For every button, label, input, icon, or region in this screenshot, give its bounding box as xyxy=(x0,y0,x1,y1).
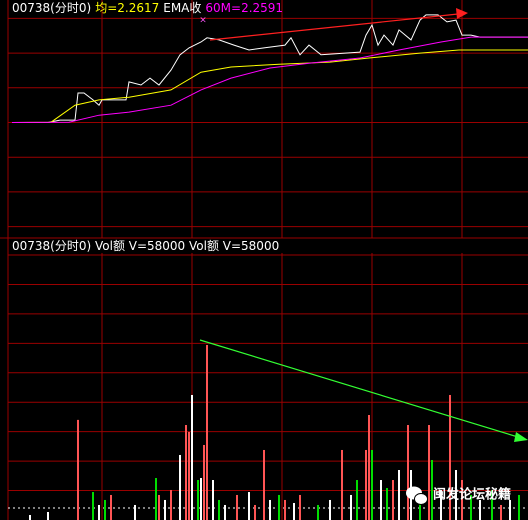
volume-bar xyxy=(407,425,409,520)
volume-bar xyxy=(293,502,295,520)
volume-bar xyxy=(371,449,373,520)
volume-bar xyxy=(518,494,520,520)
volume-bar xyxy=(155,478,157,520)
volume-bar xyxy=(47,511,49,520)
volume-bar xyxy=(197,480,199,520)
volume-bar xyxy=(392,480,394,520)
header-text: EMA收 xyxy=(163,1,201,15)
volume-bar xyxy=(206,344,208,520)
volume-bar xyxy=(263,449,265,520)
marks xyxy=(8,0,528,520)
watermark-icon xyxy=(414,493,428,505)
header-text: 00738(分时0) Vol额 V=58000 Vol额 V=58000 xyxy=(12,239,279,253)
volume-bar xyxy=(365,449,367,520)
panel-header: 00738(分时0) Vol额 V=58000 Vol额 V=58000 xyxy=(12,239,279,253)
volume-bar xyxy=(158,494,160,520)
volume-bar xyxy=(356,480,358,520)
volume-bar xyxy=(449,394,451,520)
volume-bar xyxy=(224,504,226,520)
volume-bar xyxy=(491,490,493,520)
volume-bar xyxy=(329,499,331,520)
volume-bar xyxy=(278,494,280,520)
volume-bar xyxy=(509,499,511,520)
volume-bar xyxy=(200,478,202,520)
volume-bar xyxy=(299,494,301,520)
header-text: 60M=2.2591 xyxy=(205,1,283,15)
volume-bar xyxy=(428,425,430,520)
volume-bar xyxy=(29,514,31,520)
volume-bar xyxy=(455,470,457,520)
volume-bar xyxy=(77,419,79,520)
volume-bar xyxy=(317,504,319,520)
watermark-text: 闽发论坛秘籍 xyxy=(433,487,511,503)
volume-bar xyxy=(470,494,472,520)
header-text: 均=2.2617 xyxy=(95,1,159,15)
trend-line xyxy=(209,13,459,41)
volume-bar xyxy=(92,492,94,520)
volume-bar xyxy=(98,504,100,520)
price-line xyxy=(11,36,528,123)
volume-bar xyxy=(104,499,106,520)
watermark: 闽发论坛秘籍 xyxy=(406,486,511,505)
volume-bar xyxy=(218,499,220,520)
price-line xyxy=(11,49,528,123)
volume-bar xyxy=(341,449,343,520)
trend-arrow xyxy=(456,8,468,19)
volume-bar xyxy=(398,470,400,520)
volume-bar xyxy=(431,459,433,520)
price-line xyxy=(12,14,528,123)
volume-bar xyxy=(179,454,181,520)
panel-header: 00738(分时0) 均=2.2617 EMA收 60M=2.2591 xyxy=(12,1,283,15)
volume-bar xyxy=(236,494,238,520)
volume-bar xyxy=(110,494,112,520)
volume-bar xyxy=(164,499,166,520)
volume-bar xyxy=(191,394,193,520)
trend-arrow xyxy=(514,432,528,442)
volume-bar xyxy=(185,425,187,520)
volume-bar xyxy=(500,504,502,520)
volume-bar xyxy=(419,494,421,520)
volume-bar xyxy=(269,499,271,520)
volume-bar xyxy=(248,492,250,520)
cross-marker: × xyxy=(199,16,207,26)
volume-bar xyxy=(350,494,352,520)
volume-bar xyxy=(254,504,256,520)
volume-bar xyxy=(134,504,136,520)
volume-bar xyxy=(212,480,214,520)
volume-bar xyxy=(188,432,190,520)
volume-bar xyxy=(380,480,382,520)
volume-bar xyxy=(170,489,172,520)
volume-bar xyxy=(284,499,286,520)
volume-bar xyxy=(461,480,463,520)
header-text: 00738(分时0) xyxy=(12,1,91,15)
volume-bar xyxy=(479,499,481,520)
volume-bar xyxy=(386,488,388,520)
volume-bar xyxy=(203,444,205,520)
volume-bar xyxy=(368,415,370,520)
trend-line xyxy=(199,339,519,438)
volume-bar xyxy=(440,490,442,520)
